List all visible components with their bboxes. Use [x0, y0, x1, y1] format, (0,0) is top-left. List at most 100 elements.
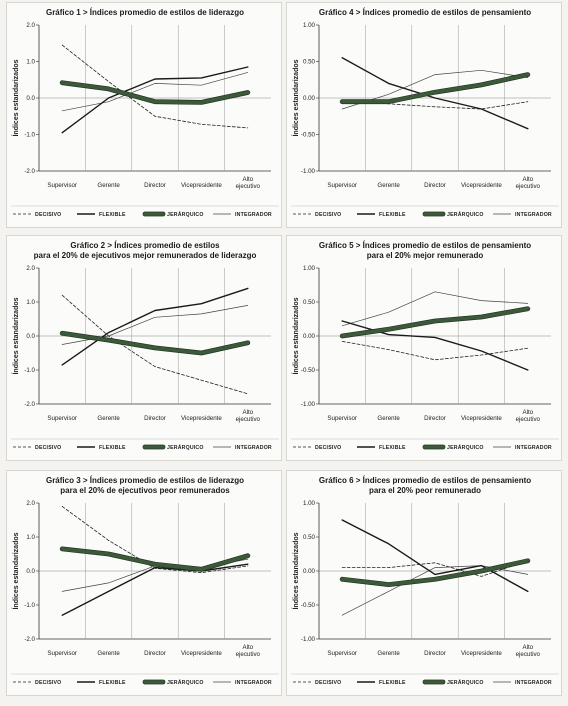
y-tick-label: -2.0: [24, 401, 35, 408]
x-tick-label: Director: [424, 182, 446, 189]
legend-label-jerarquico: JERÁRQUICO: [167, 211, 204, 218]
y-tick-label: 0.00: [303, 333, 316, 340]
legend-label-flexible: FLEXIBLE: [379, 445, 406, 451]
y-axis-label: Índices estandarizados: [291, 59, 300, 136]
series-line-jerarquico: [60, 80, 250, 105]
chart-svg: Gráfico 2 > Índices promedio de estilosp…: [11, 241, 279, 451]
chart-title-line: para el 20% mejor remunerado: [367, 251, 484, 260]
legend-label-jerarquico: JERÁRQUICO: [447, 679, 484, 686]
x-tick-label: Supervisor: [327, 415, 357, 422]
series-line-decisivo: [341, 341, 529, 361]
y-tick-label: 0.0: [26, 568, 35, 575]
y-tick-label: 2.0: [26, 22, 35, 29]
x-tick-label: Gerente: [97, 182, 120, 189]
series-line-flexible: [341, 320, 529, 371]
legend-label-jerarquico: JERÁRQUICO: [447, 211, 484, 218]
y-tick-label: 0.0: [26, 333, 35, 340]
chart-panel-grafico-3: Gráfico 3 > Índices promedio de estilos …: [6, 470, 282, 696]
chart-title-line: Gráfico 1 > Índices promedio de estilos …: [46, 8, 244, 17]
y-tick-label: -1.00: [301, 636, 316, 643]
x-tick-label: Gerente: [97, 415, 120, 422]
x-tick-label: Director: [144, 415, 166, 422]
x-tick-label: Gerente: [377, 415, 400, 422]
y-tick-label: 0.00: [303, 95, 316, 102]
y-tick-label: 2.0: [26, 500, 35, 507]
chart-title-line: Gráfico 2 > Índices promedio de estilos: [70, 241, 220, 250]
chart-title-line: Gráfico 6 > Índices promedio de estilos …: [319, 476, 531, 485]
series-line-jerarquico: [340, 307, 530, 338]
legend-label-decisivo: DECISIVO: [35, 445, 61, 451]
chart-svg: Gráfico 3 > Índices promedio de estilos …: [11, 476, 279, 686]
chart-svg: Gráfico 1 > Índices promedio de estilos …: [11, 8, 279, 218]
x-tick-label: Alto: [522, 644, 533, 651]
y-tick-label: -1.00: [301, 401, 316, 408]
series-line-flexible: [61, 287, 249, 366]
legend-label-decisivo: DECISIVO: [315, 680, 341, 686]
y-tick-label: 0.50: [303, 534, 316, 541]
series-line-decisivo: [341, 560, 529, 577]
legend-label-jerarquico: JERÁRQUICO: [447, 444, 484, 451]
x-tick-label: Alto: [242, 176, 253, 183]
legend-label-integrador: INTEGRADOR: [515, 680, 552, 686]
y-tick-label: 1.0: [26, 299, 35, 306]
series-line-jerarquico: [340, 559, 530, 587]
legend-label-integrador: INTEGRADOR: [515, 212, 552, 218]
y-tick-label: 0.50: [303, 299, 316, 306]
chart-svg: Gráfico 6 > Índices promedio de estilos …: [291, 476, 559, 686]
y-tick-label: -0.50: [301, 132, 316, 139]
y-tick-label: 0.0: [26, 95, 35, 102]
y-tick-label: -1.00: [301, 168, 316, 175]
x-tick-label: Director: [424, 415, 446, 422]
series-line-decisivo: [61, 44, 249, 129]
chart-title-line: para el 20% peor remunerado: [369, 486, 481, 495]
legend-label-decisivo: DECISIVO: [315, 445, 341, 451]
y-tick-label: -1.0: [24, 602, 35, 609]
legend-label-jerarquico: JERÁRQUICO: [167, 679, 204, 686]
chart-title-line: para el 20% de ejecutivos mejor remunera…: [34, 251, 257, 260]
chart-title-line: Gráfico 3 > Índices promedio de estilos …: [46, 476, 244, 485]
y-tick-label: 1.0: [26, 59, 35, 66]
legend-label-flexible: FLEXIBLE: [99, 212, 126, 218]
y-axis-label: Índices estandarizados: [11, 297, 20, 374]
legend-label-integrador: INTEGRADOR: [235, 445, 272, 451]
y-tick-label: 1.00: [303, 500, 316, 507]
x-tick-label: Supervisor: [47, 650, 77, 657]
x-tick-label: ejecutivo: [236, 416, 261, 423]
chart-panel-grafico-1: Gráfico 1 > Índices promedio de estilos …: [6, 2, 282, 228]
y-tick-label: 1.00: [303, 22, 316, 29]
x-tick-label: Vicepresidente: [461, 182, 502, 189]
legend-label-decisivo: DECISIVO: [315, 212, 341, 218]
y-tick-label: 1.00: [303, 265, 316, 272]
y-tick-label: -2.0: [24, 168, 35, 175]
chart-panel-grafico-6: Gráfico 6 > Índices promedio de estilos …: [286, 470, 562, 696]
series-line-integrador: [341, 69, 529, 110]
y-tick-label: 2.0: [26, 265, 35, 272]
x-tick-label: Supervisor: [47, 182, 77, 189]
x-tick-label: Vicepresidente: [461, 415, 502, 422]
x-tick-label: Gerente: [377, 182, 400, 189]
legend-label-decisivo: DECISIVO: [35, 212, 61, 218]
y-axis-label: Índices estandarizados: [291, 532, 300, 609]
series-line-flexible: [61, 563, 249, 616]
chart-panel-grafico-2: Gráfico 2 > Índices promedio de estilos p…: [6, 235, 282, 461]
x-tick-label: Alto: [242, 644, 253, 651]
legend-label-flexible: FLEXIBLE: [99, 680, 126, 686]
legend-label-flexible: FLEXIBLE: [99, 445, 126, 451]
x-tick-label: Vicepresidente: [181, 415, 222, 422]
legend-label-integrador: INTEGRADOR: [515, 445, 552, 451]
y-axis-label: Índices estandarizados: [11, 59, 20, 136]
x-tick-label: ejecutivo: [516, 183, 541, 190]
chart-panel-grafico-5: Gráfico 5 > Índices promedio de estilos …: [286, 235, 562, 461]
chart-svg: Gráfico 5 > Índices promedio de estilos …: [291, 241, 559, 451]
x-tick-label: Vicepresidente: [461, 650, 502, 657]
legend-label-flexible: FLEXIBLE: [379, 212, 406, 218]
series-line-integrador: [61, 72, 249, 112]
x-tick-label: Supervisor: [327, 650, 357, 657]
x-tick-label: Director: [144, 650, 166, 657]
x-tick-label: Supervisor: [327, 182, 357, 189]
x-tick-label: ejecutivo: [516, 416, 541, 423]
series-line-flexible: [61, 66, 249, 134]
x-tick-label: Alto: [242, 409, 253, 416]
x-tick-label: Director: [144, 182, 166, 189]
legend-label-flexible: FLEXIBLE: [379, 680, 406, 686]
